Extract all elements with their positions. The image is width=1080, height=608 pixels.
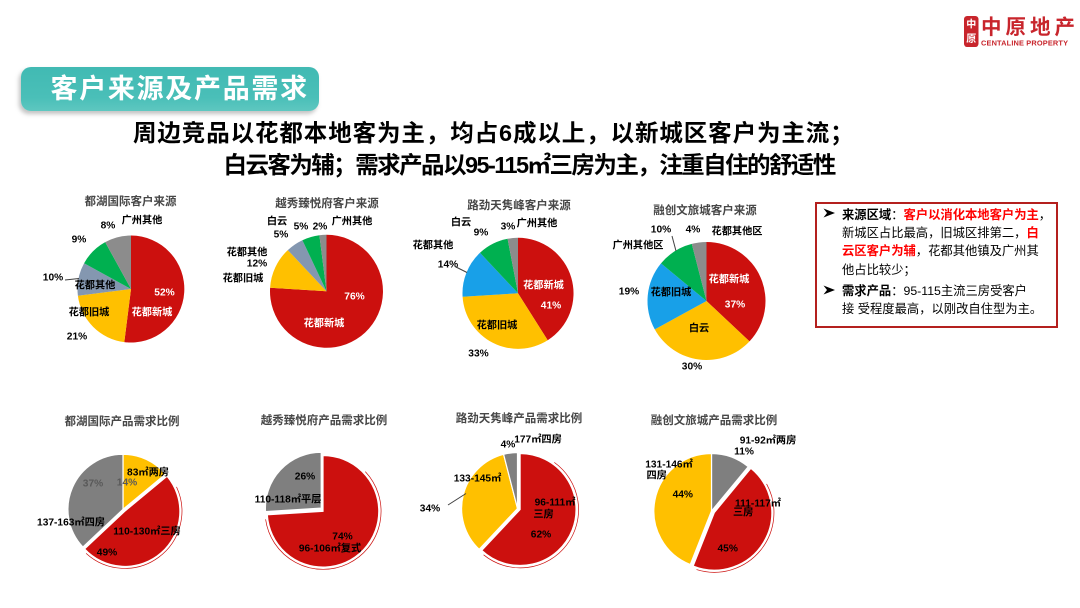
- svg-text:CENTALINE PROPERTY: CENTALINE PROPERTY: [981, 39, 1068, 48]
- svg-text:原: 原: [966, 30, 976, 45]
- svg-text:中: 中: [966, 16, 976, 31]
- svg-text:中原地产: 中原地产: [981, 15, 1079, 40]
